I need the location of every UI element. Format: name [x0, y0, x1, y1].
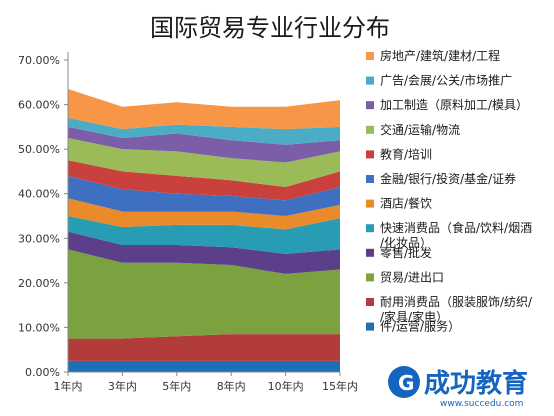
legend-label: 快速消费品（食品/饮料/烟酒 — [380, 220, 532, 235]
x-tick-label: 10年内 — [268, 379, 304, 393]
legend-label: /家具/家电） — [380, 309, 448, 324]
area-series-10 — [68, 117, 340, 145]
legend-label: 交通/运输/物流 — [380, 122, 460, 137]
legend-swatch — [366, 322, 374, 331]
y-tick-label: 10.00% — [18, 321, 60, 334]
y-tick-label: 0.00% — [25, 366, 60, 379]
x-tick-label: 8年内 — [217, 379, 246, 393]
legend-item: 金融/银行/投资/基金/证券 — [366, 171, 516, 186]
legend-item: 贸易/进出口 — [366, 270, 444, 284]
legend-item: 耐用消费品（服装服饰/纺织//家具/家电） — [366, 295, 533, 324]
legend-label: 耐用消费品（服装服饰/纺织/ — [380, 295, 533, 309]
legend-label: 零售/批发 — [380, 245, 432, 260]
legend-item: 交通/运输/物流 — [366, 122, 460, 137]
legend-item: 快速消费品（食品/饮料/烟酒/化妆品） — [366, 220, 532, 250]
plot-areas — [68, 89, 340, 372]
area-series-9 — [68, 126, 340, 163]
legend-item: 加工制造（原料加工/模具） — [366, 98, 528, 112]
legend-item: 件/运营/服务） — [366, 319, 460, 334]
legend-label: 件/运营/服务） — [380, 319, 460, 334]
x-tick-label: 1年内 — [54, 379, 83, 393]
area-series-11 — [68, 89, 340, 130]
legend-label: 酒店/餐饮 — [380, 196, 432, 211]
legend-swatch — [366, 150, 374, 159]
legend-item: 房地产/建筑/建材/工程 — [366, 48, 500, 63]
legend-label: 贸易/进出口 — [380, 270, 444, 284]
area-series-8 — [68, 138, 340, 187]
area-series-3 — [68, 231, 340, 274]
watermark-logo-icon — [388, 366, 420, 398]
area-series-1 — [68, 334, 340, 361]
area-series-7 — [68, 160, 340, 201]
legend-swatch — [366, 76, 374, 85]
area-series-2 — [68, 249, 340, 339]
legend-swatch — [366, 199, 374, 208]
legend-label: 房地产/建筑/建材/工程 — [380, 48, 500, 63]
legend-swatch — [366, 175, 374, 183]
x-tick-label: 15年内 — [322, 379, 358, 393]
legend-swatch — [366, 224, 374, 233]
watermark-logo-glyph: G — [398, 371, 414, 395]
legend-item: 零售/批发 — [366, 245, 432, 260]
watermark: G 成功教育 www.succedu.com — [388, 366, 528, 409]
legend-swatch — [366, 248, 374, 257]
area-series-6 — [68, 175, 340, 216]
legend-label: 广告/会展/公关/市场推广 — [380, 73, 512, 88]
y-tick-label: 50.00% — [18, 143, 60, 156]
legend-swatch — [366, 273, 374, 282]
area-series-4 — [68, 216, 340, 254]
legend-swatch — [366, 125, 374, 134]
watermark-url: www.succedu.com — [440, 399, 523, 409]
legend-item: 教育/培训 — [366, 146, 432, 161]
y-tick-label: 40.00% — [18, 188, 60, 201]
legend-item: 酒店/餐饮 — [366, 196, 432, 211]
chart-title: 国际贸易专业行业分布 — [150, 14, 390, 42]
y-tick-label: 60.00% — [18, 99, 60, 112]
x-tick-label: 5年内 — [162, 379, 191, 393]
area-series-0 — [68, 360, 340, 372]
legend-label: 加工制造（原料加工/模具） — [380, 98, 528, 112]
y-tick-label: 70.00% — [18, 54, 60, 67]
legend-item: 广告/会展/公关/市场推广 — [366, 73, 512, 88]
y-tick-label: 20.00% — [18, 277, 60, 290]
legend-swatch — [366, 101, 374, 110]
legend-label: 金融/银行/投资/基金/证券 — [380, 171, 516, 186]
area-series-5 — [68, 198, 340, 230]
y-tick-label: 30.00% — [18, 232, 60, 245]
x-tick-label: 3年内 — [108, 379, 137, 393]
legend-label: /化妆品） — [380, 236, 432, 250]
watermark-text: 成功教育 — [424, 368, 528, 399]
legend-swatch — [366, 298, 374, 306]
legend-swatch — [366, 52, 374, 60]
legend-label: 教育/培训 — [380, 146, 432, 161]
axes: 0.00% 10.00% 20.00% 30.00% 40.00% 50.00% 60.00… — [18, 52, 358, 393]
